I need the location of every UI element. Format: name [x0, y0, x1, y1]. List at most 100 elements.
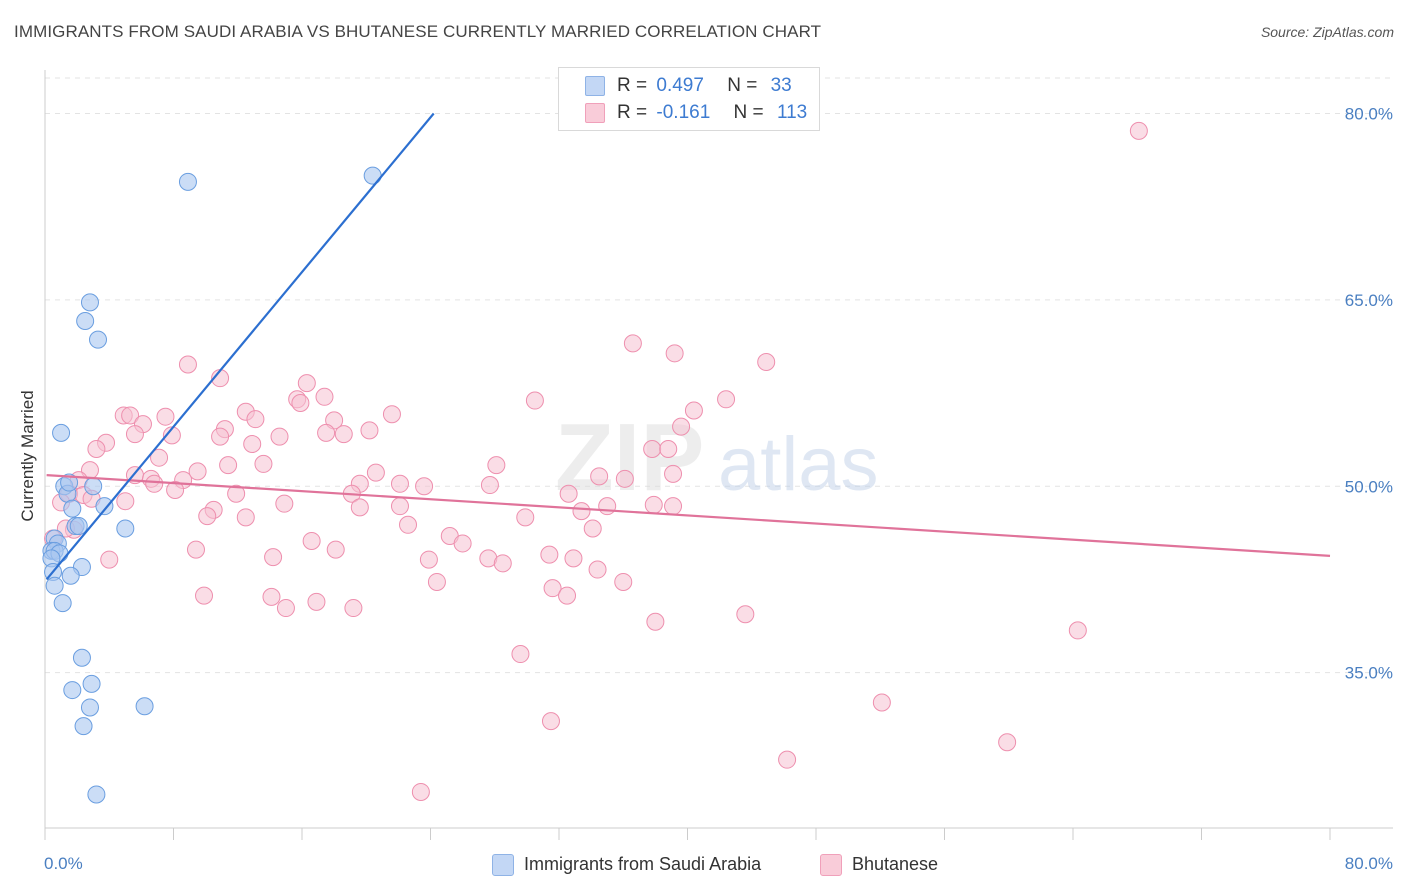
bhutanese-point: [615, 469, 634, 488]
legend-r-label: R =: [617, 102, 648, 123]
saudi-arabia-point: [63, 499, 82, 518]
bhutanese-point: [254, 454, 273, 473]
bhutanese-point: [493, 554, 512, 573]
saudi-arabia-trend-line: [45, 112, 435, 581]
bhutanese-point: [390, 497, 409, 516]
bhutanese-point: [344, 599, 363, 618]
bhutanese-point: [270, 427, 289, 446]
tick-labels: 35.0% 50.0% 65.0% 80.0% 0.0% 80.0%: [44, 104, 1393, 873]
saudi-arabia-point: [69, 517, 88, 536]
y-tick-label: 35.0%: [1345, 664, 1393, 683]
bhutanese-point: [366, 463, 385, 482]
axes: [44, 70, 1393, 840]
bhutanese-point: [583, 519, 602, 538]
y-tick-label: 50.0%: [1345, 477, 1393, 496]
y-tick-label: 80.0%: [1345, 104, 1393, 123]
legend-n-label: N =: [727, 75, 758, 96]
y-tick-label: 65.0%: [1345, 291, 1393, 310]
bhutanese-point: [1068, 621, 1087, 640]
bhutanese-point: [778, 750, 797, 769]
bhutanese-point: [178, 355, 197, 374]
saudi-arabia-point: [63, 681, 82, 700]
bhutanese-point: [665, 344, 684, 363]
bhutanese-point: [390, 474, 409, 493]
bhutanese-point: [291, 394, 310, 413]
bhutanese-point: [664, 497, 683, 516]
bottom-legend-label: Immigrants from Saudi Arabia: [524, 854, 762, 874]
bhutanese-point: [453, 534, 472, 553]
bhutanese-point: [125, 425, 144, 444]
saudi-arabia-point: [72, 648, 91, 667]
legend-n-value: 113: [776, 102, 808, 123]
legend-n-label: N =: [733, 102, 764, 123]
bhutanese-point: [664, 464, 683, 483]
legend-n-value: 33: [770, 75, 792, 96]
bhutanese-point: [156, 407, 175, 426]
saudi-arabia-point: [363, 166, 382, 185]
saudi-arabia-point: [61, 566, 80, 585]
legend-text-bhutanese: R = -0.161 N = 113: [617, 101, 807, 125]
source-label: Source: ZipAtlas.com: [1260, 24, 1394, 40]
trend-lines: [45, 112, 1331, 581]
bhutanese-point: [564, 549, 583, 568]
saudi-arabia-point: [80, 698, 99, 717]
bhutanese-point: [572, 502, 591, 521]
saudi-arabia-point: [60, 473, 79, 492]
bhutanese-point: [614, 572, 633, 591]
bhutanese-point: [121, 406, 140, 425]
saudi-arabia-point: [45, 576, 64, 595]
bhutanese-point: [736, 605, 755, 624]
bhutanese-point: [998, 733, 1017, 752]
saudi-arabia-point: [82, 674, 101, 693]
bhutanese-point: [297, 374, 316, 393]
bhutanese-point: [150, 448, 169, 467]
bhutanese-point: [487, 456, 506, 475]
bhutanese-point: [558, 586, 577, 605]
bhutanese-point: [186, 540, 205, 559]
grid-lines: [45, 77, 1393, 674]
bhutanese-point: [326, 540, 345, 559]
bhutanese-point: [262, 587, 281, 606]
bhutanese-point: [590, 467, 609, 486]
bhutanese-point: [411, 782, 430, 801]
bhutanese-point: [540, 545, 559, 564]
bhutanese-point: [427, 572, 446, 591]
x-tick-label: 0.0%: [44, 854, 83, 873]
saudi-arabia-point: [87, 785, 106, 804]
saudi-arabia-point: [80, 293, 99, 312]
bhutanese-point: [541, 712, 560, 731]
bhutanese-point: [543, 579, 562, 598]
saudi-arabia-point: [52, 423, 71, 442]
legend-r-value: -0.161: [656, 102, 711, 123]
bhutanese-point: [480, 476, 499, 495]
chart-title: IMMIGRANTS FROM SAUDI ARABIA VS BHUTANES…: [14, 22, 822, 41]
bhutanese-point: [382, 405, 401, 424]
bottom-legend-swatch-blue: [492, 854, 514, 876]
watermark-atlas: atlas: [718, 422, 879, 507]
bhutanese-point: [227, 484, 246, 503]
saudi-arabia-points: [42, 166, 382, 804]
bhutanese-point: [559, 484, 578, 503]
bhutanese-point: [87, 440, 106, 458]
bhutanese-point: [525, 391, 544, 410]
bhutanese-point: [315, 387, 334, 406]
legend-r-label: R =: [617, 75, 648, 96]
watermark: ZIP atlas: [555, 404, 879, 511]
bhutanese-point: [236, 508, 255, 527]
bottom-legend-label: Bhutanese: [852, 854, 939, 874]
x-tick-label: 80.0%: [1345, 854, 1393, 873]
bhutanese-point: [872, 693, 891, 712]
legend-swatch-pink: [585, 103, 605, 123]
bhutanese-point: [334, 425, 353, 444]
saudi-arabia-point: [89, 330, 108, 349]
saudi-arabia-point: [76, 312, 95, 331]
bhutanese-point: [166, 481, 185, 500]
bhutanese-point: [588, 560, 607, 579]
bhutanese-point: [307, 592, 326, 611]
bhutanese-point: [684, 401, 703, 420]
saudi-arabia-point: [135, 697, 154, 716]
bhutanese-point: [419, 550, 438, 569]
legend-text-saudi: R = 0.497 N = 33: [617, 74, 792, 98]
bhutanese-point: [350, 498, 369, 517]
